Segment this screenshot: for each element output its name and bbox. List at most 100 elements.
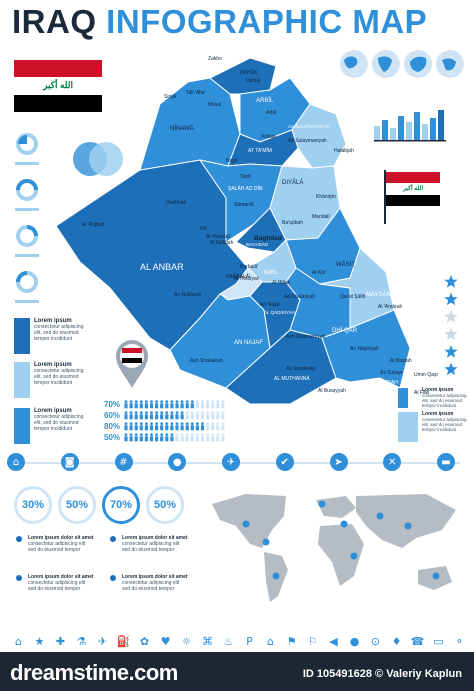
person-icon (175, 411, 179, 420)
person-icon (211, 433, 215, 442)
title-infographic-map: INFOGRAPHIC MAP (106, 3, 428, 40)
person-icon (175, 433, 179, 442)
person-icon (134, 433, 138, 442)
city-kirkuk: Kirkuk (262, 134, 276, 140)
star-icon (444, 310, 458, 323)
right-block-marker-2 (398, 412, 418, 442)
toolbar-icon: ✈ (97, 635, 108, 648)
label-al-muthanna: AL MUTHANNÁ (274, 375, 310, 382)
person-icon (190, 433, 194, 442)
person-icon (139, 433, 143, 442)
city-dahuk: Dahūk (246, 78, 261, 84)
person-icon (216, 400, 220, 409)
people-percent-1: 70% (104, 400, 121, 409)
iraq-flag-small: الله أكبر (386, 172, 440, 206)
toolbar-icon: ♦ (391, 635, 402, 648)
hash-icon: # (114, 453, 133, 471)
label-ninawa: NĪNAWÁ (170, 125, 194, 132)
person-icon (170, 433, 174, 442)
city-tall-afar: Tall 'Afar (186, 90, 205, 96)
person-icon (134, 400, 138, 409)
person-icon (221, 400, 225, 409)
person-icon (170, 400, 174, 409)
toolbar-icon: ♨ (223, 635, 234, 648)
person-icon (216, 422, 220, 431)
car-icon: ◙ (60, 453, 79, 471)
city-an-najaf: An Najaf (260, 302, 280, 308)
label-dhi-qar: DHĪ QĀR (332, 327, 358, 334)
toolbar-icon: ● (349, 635, 360, 648)
star-icon (444, 362, 458, 376)
people-percent-4: 50% (104, 433, 121, 442)
person-icon (129, 422, 133, 431)
person-icon (206, 433, 210, 442)
info-block-marker-3 (14, 408, 30, 444)
person-icon (195, 411, 199, 420)
label-al-anbar: AL ANBAR (140, 262, 184, 272)
label-as-sulaymaniyah: AS SULAYMĀNĪYAH (288, 123, 330, 129)
toolbar-icon: ⚐ (307, 635, 318, 648)
person-icon (134, 422, 138, 431)
person-icon (185, 422, 189, 431)
person-icon (149, 433, 154, 442)
city-mosul: Mosul (208, 102, 221, 108)
city-an-nasiriyah: An Nāşirīyah (350, 346, 379, 352)
bullet-4: Lorem ipsum dolor sit amet consectetur a… (122, 574, 188, 592)
person-icon (221, 422, 225, 431)
bed-icon: ▬ (437, 453, 455, 471)
world-map (212, 494, 456, 602)
toolbar-icon: ⛽ (116, 635, 131, 648)
toolbar-icon: ◀ (329, 635, 338, 648)
swatch-3 (16, 225, 38, 247)
person-icon (195, 422, 199, 431)
home-icon: ⌂ (7, 453, 25, 471)
toolbar-icon: ✿ (139, 635, 150, 648)
tools-icon: ✕ (383, 453, 402, 471)
toolbar-icon: ⌘ (202, 635, 213, 648)
footer-bar: dreamstime.com ID 105491628 © Valeriy Ka… (0, 652, 474, 691)
check-icon: ✔ (275, 453, 294, 471)
person-icon (175, 400, 179, 409)
person-icon (175, 422, 179, 431)
city-al-hillah: Al Hillah (272, 280, 291, 286)
person-icon (185, 411, 189, 420)
city-bayji: Bayji (226, 158, 237, 164)
person-icon (200, 433, 205, 442)
person-icon (216, 411, 220, 420)
city-al-basrah: Al Başrah (390, 358, 412, 364)
globe-icon-4 (436, 50, 464, 78)
percent-circle-4: 50% (146, 486, 184, 524)
person-icon (149, 422, 154, 431)
continent-africa (318, 524, 364, 586)
globe-icon-3 (404, 50, 432, 78)
person-icon (211, 411, 215, 420)
bullet-1: Lorem ipsum dolor sit amet consectetur a… (28, 535, 94, 553)
person-icon (144, 400, 148, 409)
toolbar-icon: ⚑ (286, 635, 297, 648)
toolbar-icon: ♥ (160, 635, 171, 648)
city-ash-shamamiyah: Ash Shamāmīyah (286, 334, 326, 340)
city-al-fallujah: Al Fallūjah (210, 240, 234, 246)
region-al-basrah (321, 309, 411, 389)
person-icon (129, 400, 133, 409)
person-icon (160, 422, 164, 431)
continent-north-america (212, 494, 286, 548)
bullet-dot-2 (110, 536, 116, 542)
city-as-samawah: As Samāwah (286, 366, 316, 372)
globes-row (340, 50, 464, 78)
person-icon (144, 433, 148, 442)
label-dahuk: DAHŪK (240, 69, 258, 76)
person-icon (144, 411, 148, 420)
label-at-tamim: AT TA'MĪM (248, 147, 272, 154)
label-baghdad: BAGHDĀD (246, 241, 269, 247)
person-icon (221, 433, 225, 442)
person-icon (211, 422, 215, 431)
city-sinjar: Sinjār (164, 94, 177, 100)
city-baghdad: Baghdad (254, 235, 282, 242)
toolbar-icon: ✚ (55, 635, 66, 648)
person-icon (180, 400, 184, 409)
city-umm-qasr: Umm Qaşr (414, 372, 439, 378)
star-icon (444, 292, 458, 306)
person-icon (170, 411, 174, 420)
star-icon (444, 345, 458, 358)
